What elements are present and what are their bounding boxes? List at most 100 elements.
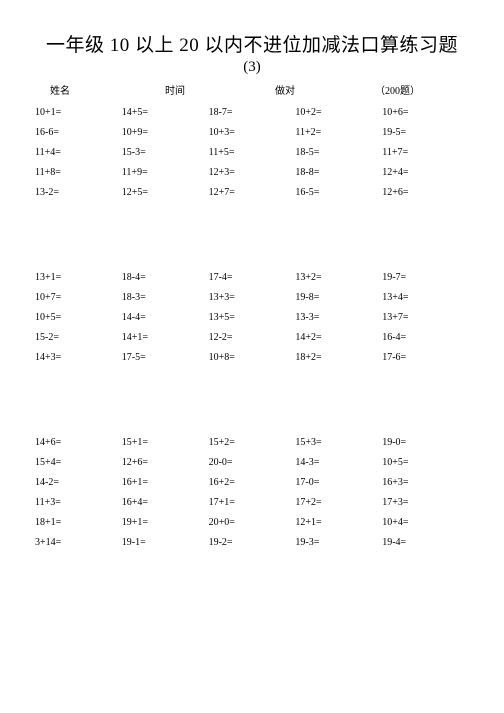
problem-group: 14+6=15+1=15+2=15+3=19-0=15+4=12+6=20-0=… (35, 433, 469, 553)
problem-cell: 18-4= (122, 268, 209, 288)
problem-row: 14+6=15+1=15+2=15+3=19-0= (35, 433, 469, 453)
problem-row: 11+8=11+9=12+3=18-8=12+4= (35, 163, 469, 183)
problem-cell: 10+4= (382, 513, 469, 533)
problem-cell: 20-0= (209, 453, 296, 473)
problem-cell: 20+0= (209, 513, 296, 533)
header-time: 时间 (165, 82, 275, 97)
problem-cell: 15-3= (122, 143, 209, 163)
problem-cell: 10+5= (35, 308, 122, 328)
problem-cell: 19-2= (209, 533, 296, 553)
problem-cell: 14+5= (122, 103, 209, 123)
problem-cell: 11+8= (35, 163, 122, 183)
problem-cell: 14+1= (122, 328, 209, 348)
problem-cell: 14+2= (295, 328, 382, 348)
header-row: 姓名 时间 做对 （200题） (35, 82, 469, 97)
problem-cell: 13+5= (209, 308, 296, 328)
problem-cell: 11+5= (209, 143, 296, 163)
header-count: （200题） (375, 82, 465, 97)
problem-cell: 11+9= (122, 163, 209, 183)
problem-group: 13+1=18-4=17-4=13+2=19-7=10+7=18-3=13+3=… (35, 268, 469, 368)
problem-row: 10+5=14-4=13+5=13-3=13+7= (35, 308, 469, 328)
header-name: 姓名 (50, 82, 165, 97)
page-title: 一年级 10 以上 20 以内不进位加减法口算练习题 (35, 30, 469, 57)
problem-cell: 14-3= (295, 453, 382, 473)
problem-cell: 10+2= (295, 103, 382, 123)
problem-cell: 16+4= (122, 493, 209, 513)
problem-cell: 10+6= (382, 103, 469, 123)
problem-cell: 12+5= (122, 183, 209, 203)
problem-cell: 16-5= (295, 183, 382, 203)
problem-cell: 13-3= (295, 308, 382, 328)
problem-cell: 13+4= (382, 288, 469, 308)
problem-cell: 16+1= (122, 473, 209, 493)
problem-cell: 12+3= (209, 163, 296, 183)
problem-row: 15-2=14+1=12-2=14+2=16-4= (35, 328, 469, 348)
problem-cell: 19-5= (382, 123, 469, 143)
problem-cell: 19-0= (382, 433, 469, 453)
worksheet-page: 一年级 10 以上 20 以内不进位加减法口算练习题 (3) 姓名 时间 做对 … (0, 0, 504, 573)
problem-row: 18+1=19+1=20+0=12+1=10+4= (35, 513, 469, 533)
problem-cell: 17-4= (209, 268, 296, 288)
problem-cell: 10+7= (35, 288, 122, 308)
problem-row: 15+4=12+6=20-0=14-3=10+5= (35, 453, 469, 473)
problem-group: 10+1=14+5=18-7=10+2=10+6=16-6=10+9=10+3=… (35, 103, 469, 203)
problem-cell: 19-3= (295, 533, 382, 553)
problem-cell: 12+6= (382, 183, 469, 203)
problem-row: 13-2=12+5=12+7=16-5=12+6= (35, 183, 469, 203)
problem-cell: 17+2= (295, 493, 382, 513)
problem-cell: 18-7= (209, 103, 296, 123)
problem-cell: 3+14= (35, 533, 122, 553)
problem-cell: 12+4= (382, 163, 469, 183)
problem-cell: 13-2= (35, 183, 122, 203)
problem-cell: 11+2= (295, 123, 382, 143)
problem-cell: 18+2= (295, 348, 382, 368)
problem-cell: 14+6= (35, 433, 122, 453)
problem-cell: 15+2= (209, 433, 296, 453)
problem-row: 14+3=17-5=10+8=18+2=17-6= (35, 348, 469, 368)
problem-cell: 16-4= (382, 328, 469, 348)
problem-cell: 16+3= (382, 473, 469, 493)
problem-row: 10+7=18-3=13+3=19-8=13+4= (35, 288, 469, 308)
problem-cell: 17-6= (382, 348, 469, 368)
problem-cell: 11+3= (35, 493, 122, 513)
problem-cell: 14-4= (122, 308, 209, 328)
problem-row: 14-2=16+1=16+2=17-0=16+3= (35, 473, 469, 493)
problem-cell: 19-1= (122, 533, 209, 553)
problem-cell: 19+1= (122, 513, 209, 533)
problem-cell: 18-5= (295, 143, 382, 163)
problem-cell: 12+7= (209, 183, 296, 203)
page-subtitle: (3) (35, 59, 469, 76)
problem-cell: 14-2= (35, 473, 122, 493)
problem-row: 3+14=19-1=19-2=19-3=19-4= (35, 533, 469, 553)
problem-cell: 15-2= (35, 328, 122, 348)
problem-cell: 12+6= (122, 453, 209, 473)
problem-cell: 17+1= (209, 493, 296, 513)
problem-cell: 10+3= (209, 123, 296, 143)
problem-cell: 15+3= (295, 433, 382, 453)
problem-cell: 14+3= (35, 348, 122, 368)
problem-cell: 12-2= (209, 328, 296, 348)
problem-cell: 13+1= (35, 268, 122, 288)
problem-cell: 15+1= (122, 433, 209, 453)
problem-row: 16-6=10+9=10+3=11+2=19-5= (35, 123, 469, 143)
problem-row: 11+3=16+4=17+1=17+2=17+3= (35, 493, 469, 513)
problem-cell: 11+7= (382, 143, 469, 163)
problem-cell: 13+3= (209, 288, 296, 308)
problem-cell: 10+8= (209, 348, 296, 368)
problem-cell: 19-4= (382, 533, 469, 553)
problem-cell: 13+7= (382, 308, 469, 328)
problem-cell: 19-8= (295, 288, 382, 308)
problem-cell: 13+2= (295, 268, 382, 288)
problem-cell: 10+5= (382, 453, 469, 473)
problem-cell: 12+1= (295, 513, 382, 533)
problem-cell: 15+4= (35, 453, 122, 473)
problem-cell: 11+4= (35, 143, 122, 163)
header-correct: 做对 (275, 82, 375, 97)
problem-row: 11+4=15-3=11+5=18-5=11+7= (35, 143, 469, 163)
problem-cell: 10+9= (122, 123, 209, 143)
problem-row: 10+1=14+5=18-7=10+2=10+6= (35, 103, 469, 123)
problem-cell: 18+1= (35, 513, 122, 533)
problem-cell: 16+2= (209, 473, 296, 493)
problem-row: 13+1=18-4=17-4=13+2=19-7= (35, 268, 469, 288)
problem-cell: 16-6= (35, 123, 122, 143)
